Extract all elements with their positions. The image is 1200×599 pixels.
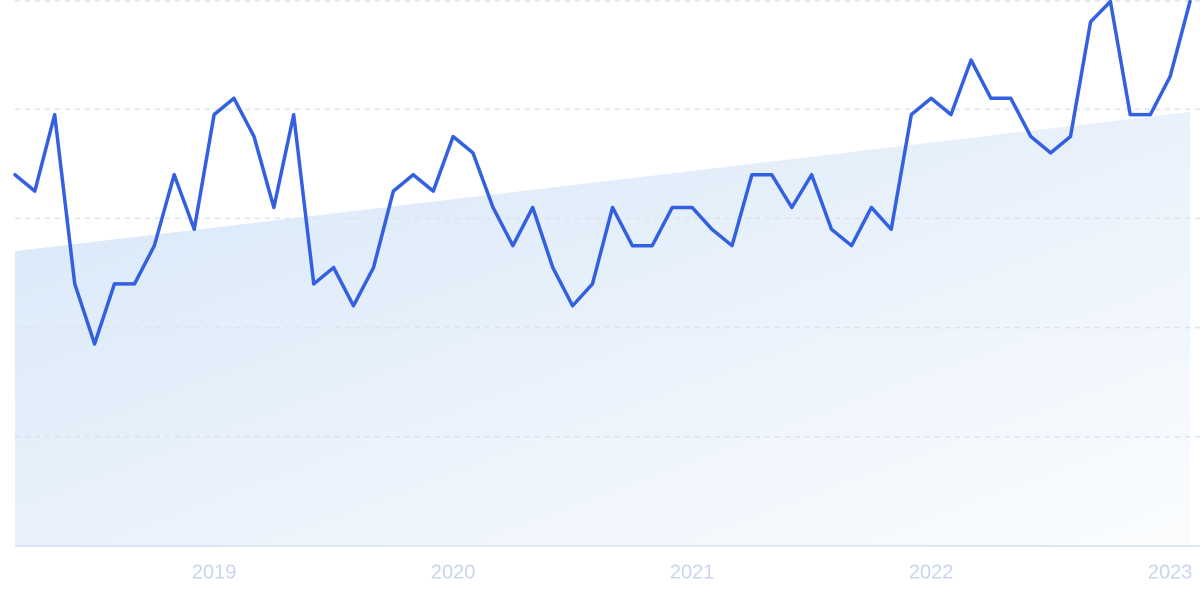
x-tick-label: 2023 bbox=[1148, 561, 1193, 583]
trend-area bbox=[15, 111, 1190, 547]
x-tick-label: 2021 bbox=[670, 561, 715, 583]
x-tick-label: 2022 bbox=[909, 561, 954, 583]
x-tick-label: 2020 bbox=[431, 561, 476, 583]
x-tick-label: 2019 bbox=[192, 561, 237, 583]
line bbox=[13, 0, 1192, 346]
